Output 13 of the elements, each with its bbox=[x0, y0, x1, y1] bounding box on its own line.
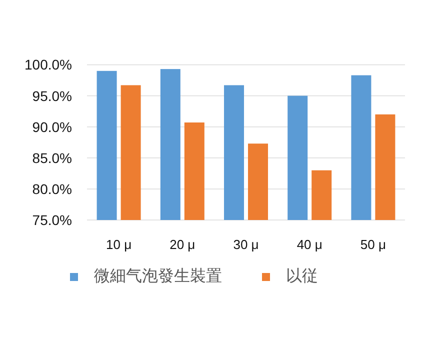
y-tick-label: 80.0% bbox=[32, 180, 72, 197]
x-tick-label: 30 μ bbox=[233, 237, 259, 252]
legend-label: 微細气泡發生裝置 bbox=[94, 267, 222, 285]
y-tick-label: 95.0% bbox=[32, 88, 72, 104]
x-tick-label: 40 μ bbox=[296, 237, 322, 252]
x-tick-label: 50 μ bbox=[360, 237, 386, 252]
y-tick-label: 85.0% bbox=[32, 150, 72, 166]
legend-label: 以従 bbox=[286, 267, 318, 285]
y-tick-label: 75.0% bbox=[32, 212, 72, 228]
x-tick-label: 20 μ bbox=[170, 237, 196, 252]
x-tick-label: 10 μ bbox=[106, 237, 132, 252]
y-tick-label: 90.0% bbox=[32, 118, 72, 135]
y-tick-label: 100.0% bbox=[24, 56, 72, 73]
